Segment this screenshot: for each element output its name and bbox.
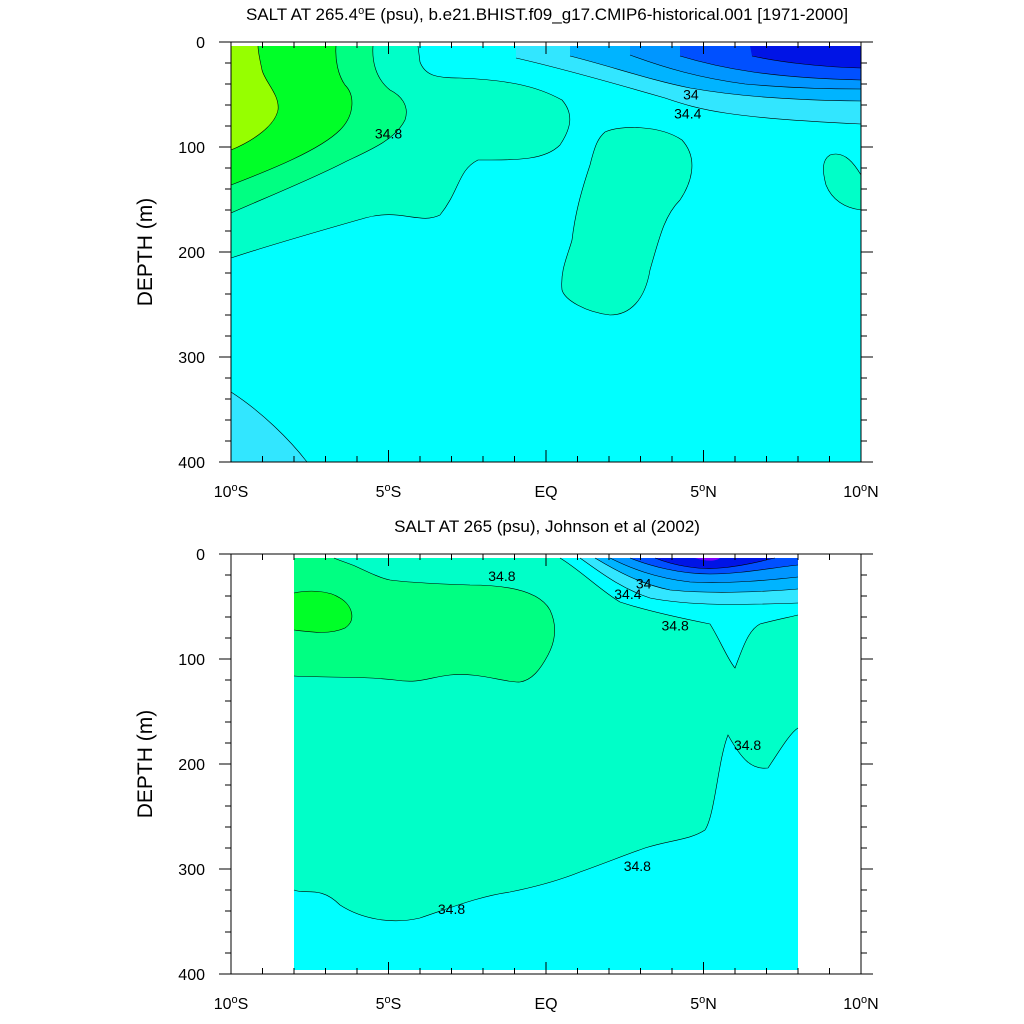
x-tick-label: EQ — [534, 996, 557, 1013]
contour-label: 34.8 — [438, 901, 465, 917]
top-contour-line — [629, 54, 862, 90]
x-tick-label: 10oN — [843, 994, 878, 1013]
top-min-salt-fill — [750, 46, 861, 68]
top-max-salt-fill — [231, 46, 279, 150]
contour-label: 34.8 — [624, 858, 651, 874]
contour-label: 34 — [683, 87, 699, 103]
top-contour-line — [515, 57, 862, 125]
top-x-tick-labels: 10oS 5oS EQ 5oN 10oN — [214, 482, 879, 501]
bottom-lower-salinity-deep — [294, 728, 798, 970]
top-contour-line — [230, 45, 407, 214]
bottom-contour-line — [594, 557, 799, 593]
bottom-contour-line — [293, 727, 799, 922]
bottom-x-tick-labels: 10oS 5oS EQ 5oN 10oN — [214, 994, 879, 1013]
top-panel: SALT AT 265.4oE (psu), b.e21.BHIST.f09_g… — [134, 5, 879, 501]
top-contour-lines — [230, 45, 862, 463]
bottom-contour-line — [629, 557, 799, 575]
top-contour-line — [569, 55, 862, 102]
contour-label: 34.8 — [662, 617, 689, 633]
bottom-panel: SALT AT 265 (psu), Johnson et al (2002) — [134, 517, 879, 1013]
bottom-mid-high-fill — [294, 558, 555, 683]
bottom-panel-title: SALT AT 265 (psu), Johnson et al (2002) — [394, 517, 700, 536]
y-tick-label: 0 — [196, 547, 205, 564]
bottom-axis-ticks — [219, 553, 873, 975]
x-tick-label: 5oN — [690, 482, 717, 501]
y-tick-label: 300 — [178, 350, 205, 367]
top-contour-line — [751, 55, 862, 69]
y-tick-label: 100 — [178, 140, 205, 157]
top-contour-line — [823, 153, 862, 211]
top-y-tick-labels: 0 100 200 300 400 — [178, 35, 205, 472]
top-contour-line — [230, 45, 279, 151]
y-tick-label: 200 — [178, 245, 205, 262]
bottom-contour-line — [293, 590, 353, 633]
x-tick-label: 5oS — [376, 994, 402, 1013]
contour-label: 34.8 — [488, 568, 515, 584]
top-y-axis-label: DEPTH (m) — [134, 198, 157, 307]
top-contour-line — [561, 127, 693, 316]
top-low-salt-sw-corner — [231, 392, 307, 462]
top-contour-line — [230, 45, 353, 186]
bottom-contour-line — [559, 557, 799, 669]
x-tick-label: 5oS — [376, 482, 402, 501]
top-contour-labels: 34.8 34 34.4 — [375, 87, 702, 142]
x-tick-label: 10oS — [214, 482, 249, 501]
y-tick-label: 300 — [178, 862, 205, 879]
x-tick-label: 10oS — [214, 994, 249, 1013]
top-contour-line — [679, 55, 862, 81]
contour-label: 34.4 — [674, 105, 701, 121]
top-contour-line — [230, 391, 308, 463]
bottom-y-tick-labels: 0 100 200 300 400 — [178, 547, 205, 984]
x-tick-label: EQ — [534, 484, 557, 501]
contour-label: 34.4 — [614, 586, 641, 602]
bottom-high-fill — [294, 591, 352, 633]
top-contour-line — [230, 45, 571, 259]
bottom-contour-line — [293, 557, 555, 683]
contour-label: 34.8 — [734, 737, 761, 753]
bottom-contour-line — [579, 557, 799, 605]
y-tick-label: 200 — [178, 757, 205, 774]
bottom-min-salt-fill — [655, 558, 775, 569]
contour-label: 34.8 — [375, 125, 402, 141]
top-contour-fills — [231, 42, 861, 462]
y-tick-label: 0 — [196, 35, 205, 52]
bottom-contour-fills — [294, 558, 798, 970]
contour-label: 34 — [636, 575, 652, 591]
bottom-y-axis-label: DEPTH (m) — [134, 710, 157, 819]
y-tick-label: 400 — [178, 967, 205, 984]
top-panel-title: SALT AT 265.4oE (psu), b.e21.BHIST.f09_g… — [246, 5, 848, 24]
x-tick-label: 5oN — [690, 994, 717, 1013]
top-axis-ticks — [219, 41, 873, 463]
bottom-max-spot-fill — [695, 558, 720, 561]
x-tick-label: 10oN — [843, 482, 878, 501]
bottom-contour-lines — [293, 557, 799, 922]
y-tick-label: 100 — [178, 652, 205, 669]
bottom-contour-line — [654, 557, 776, 569]
y-tick-label: 400 — [178, 455, 205, 472]
top-salt-above-34-8-lens — [561, 127, 692, 315]
bottom-contour-line — [609, 557, 799, 583]
